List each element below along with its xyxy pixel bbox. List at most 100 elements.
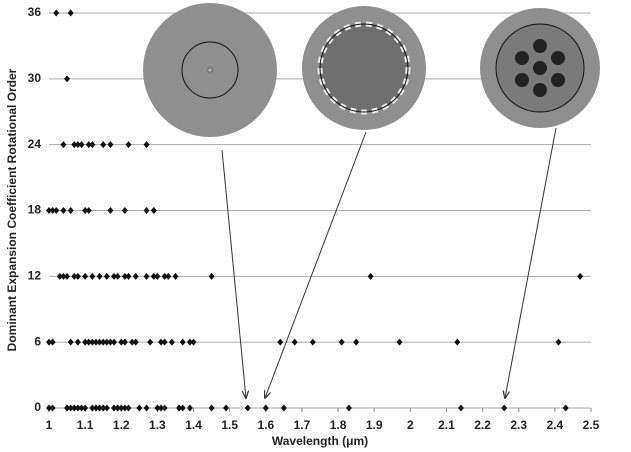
point (111, 339, 117, 346)
x-tick-label: 2.3 (510, 418, 527, 432)
point (277, 339, 283, 346)
arrow (265, 132, 366, 398)
point (563, 405, 569, 412)
x-tick-label: 1.9 (366, 418, 383, 432)
y-tick-label: 24 (28, 137, 42, 151)
point (292, 339, 298, 346)
point (154, 273, 160, 280)
point (60, 141, 66, 148)
point (165, 273, 171, 280)
point (577, 273, 583, 280)
point (339, 339, 345, 346)
x-tick-label: 1 (46, 418, 53, 432)
arrow (222, 150, 246, 398)
point (169, 339, 175, 346)
point (97, 273, 103, 280)
point (223, 405, 229, 412)
point (89, 273, 95, 280)
point (125, 273, 131, 280)
point (68, 10, 74, 17)
point (151, 207, 157, 214)
y-tick-label: 36 (28, 5, 42, 19)
point (53, 207, 59, 214)
point (133, 273, 139, 280)
x-tick-label: 1.7 (294, 418, 311, 432)
point (104, 405, 110, 412)
point (79, 141, 85, 148)
x-tick-label: 2 (407, 418, 414, 432)
y-tick-label: 0 (34, 400, 41, 414)
point (107, 207, 113, 214)
point (68, 339, 74, 346)
point (115, 273, 121, 280)
x-tick-label: 1.8 (330, 418, 347, 432)
point (75, 273, 81, 280)
point (125, 405, 131, 412)
point (162, 405, 168, 412)
point (125, 141, 131, 148)
point (64, 273, 70, 280)
point (60, 207, 66, 214)
point (281, 405, 287, 412)
point (263, 405, 269, 412)
y-tick-label: 6 (34, 334, 41, 348)
point (50, 405, 56, 412)
arrow (505, 128, 556, 398)
point (458, 405, 464, 412)
y-tick-label: 30 (28, 71, 42, 85)
x-axis-label: Wavelength (μm) (272, 434, 368, 448)
page: {"chart_data": {"type": "scatter", "xlab… (0, 0, 631, 452)
point (555, 339, 561, 346)
x-tick-label: 1.2 (113, 418, 130, 432)
x-tick-label: 2.1 (438, 418, 455, 432)
point (191, 339, 197, 346)
point (144, 405, 150, 412)
x-tick-label: 2.4 (547, 418, 564, 432)
point (107, 141, 113, 148)
point (245, 405, 251, 412)
point (501, 405, 507, 412)
y-tick-label: 12 (28, 269, 42, 283)
point (144, 141, 150, 148)
point (86, 207, 92, 214)
point (53, 10, 59, 17)
mode-pattern (204, 64, 216, 76)
point (136, 405, 142, 412)
point (100, 141, 106, 148)
point (180, 339, 186, 346)
y-axis-label: Dominant Expansion Coefficient Rotationa… (5, 68, 19, 351)
point (310, 339, 316, 346)
point (68, 207, 74, 214)
point (209, 405, 215, 412)
point (64, 75, 70, 82)
point (50, 339, 56, 346)
point (368, 273, 374, 280)
x-tick-label: 1.4 (185, 418, 202, 432)
point (209, 273, 215, 280)
point (454, 339, 460, 346)
point (353, 339, 359, 346)
x-tick-label: 1.5 (221, 418, 238, 432)
point (122, 339, 128, 346)
x-tick-label: 2.5 (583, 418, 600, 432)
y-tick-label: 18 (28, 203, 42, 217)
point (172, 273, 178, 280)
chart: 06121824303611.11.21.31.41.51.61.71.81.9… (0, 0, 631, 452)
point (144, 273, 150, 280)
x-tick-label: 1.6 (257, 418, 274, 432)
point (133, 339, 139, 346)
point (144, 207, 150, 214)
point (82, 405, 88, 412)
point (346, 405, 352, 412)
point (82, 273, 88, 280)
point (75, 339, 81, 346)
point (104, 273, 110, 280)
insets (143, 3, 600, 398)
point (89, 141, 95, 148)
point (180, 405, 186, 412)
point (147, 339, 153, 346)
point (162, 339, 168, 346)
point (187, 405, 193, 412)
point (396, 339, 402, 346)
x-tick-label: 2.2 (474, 418, 491, 432)
